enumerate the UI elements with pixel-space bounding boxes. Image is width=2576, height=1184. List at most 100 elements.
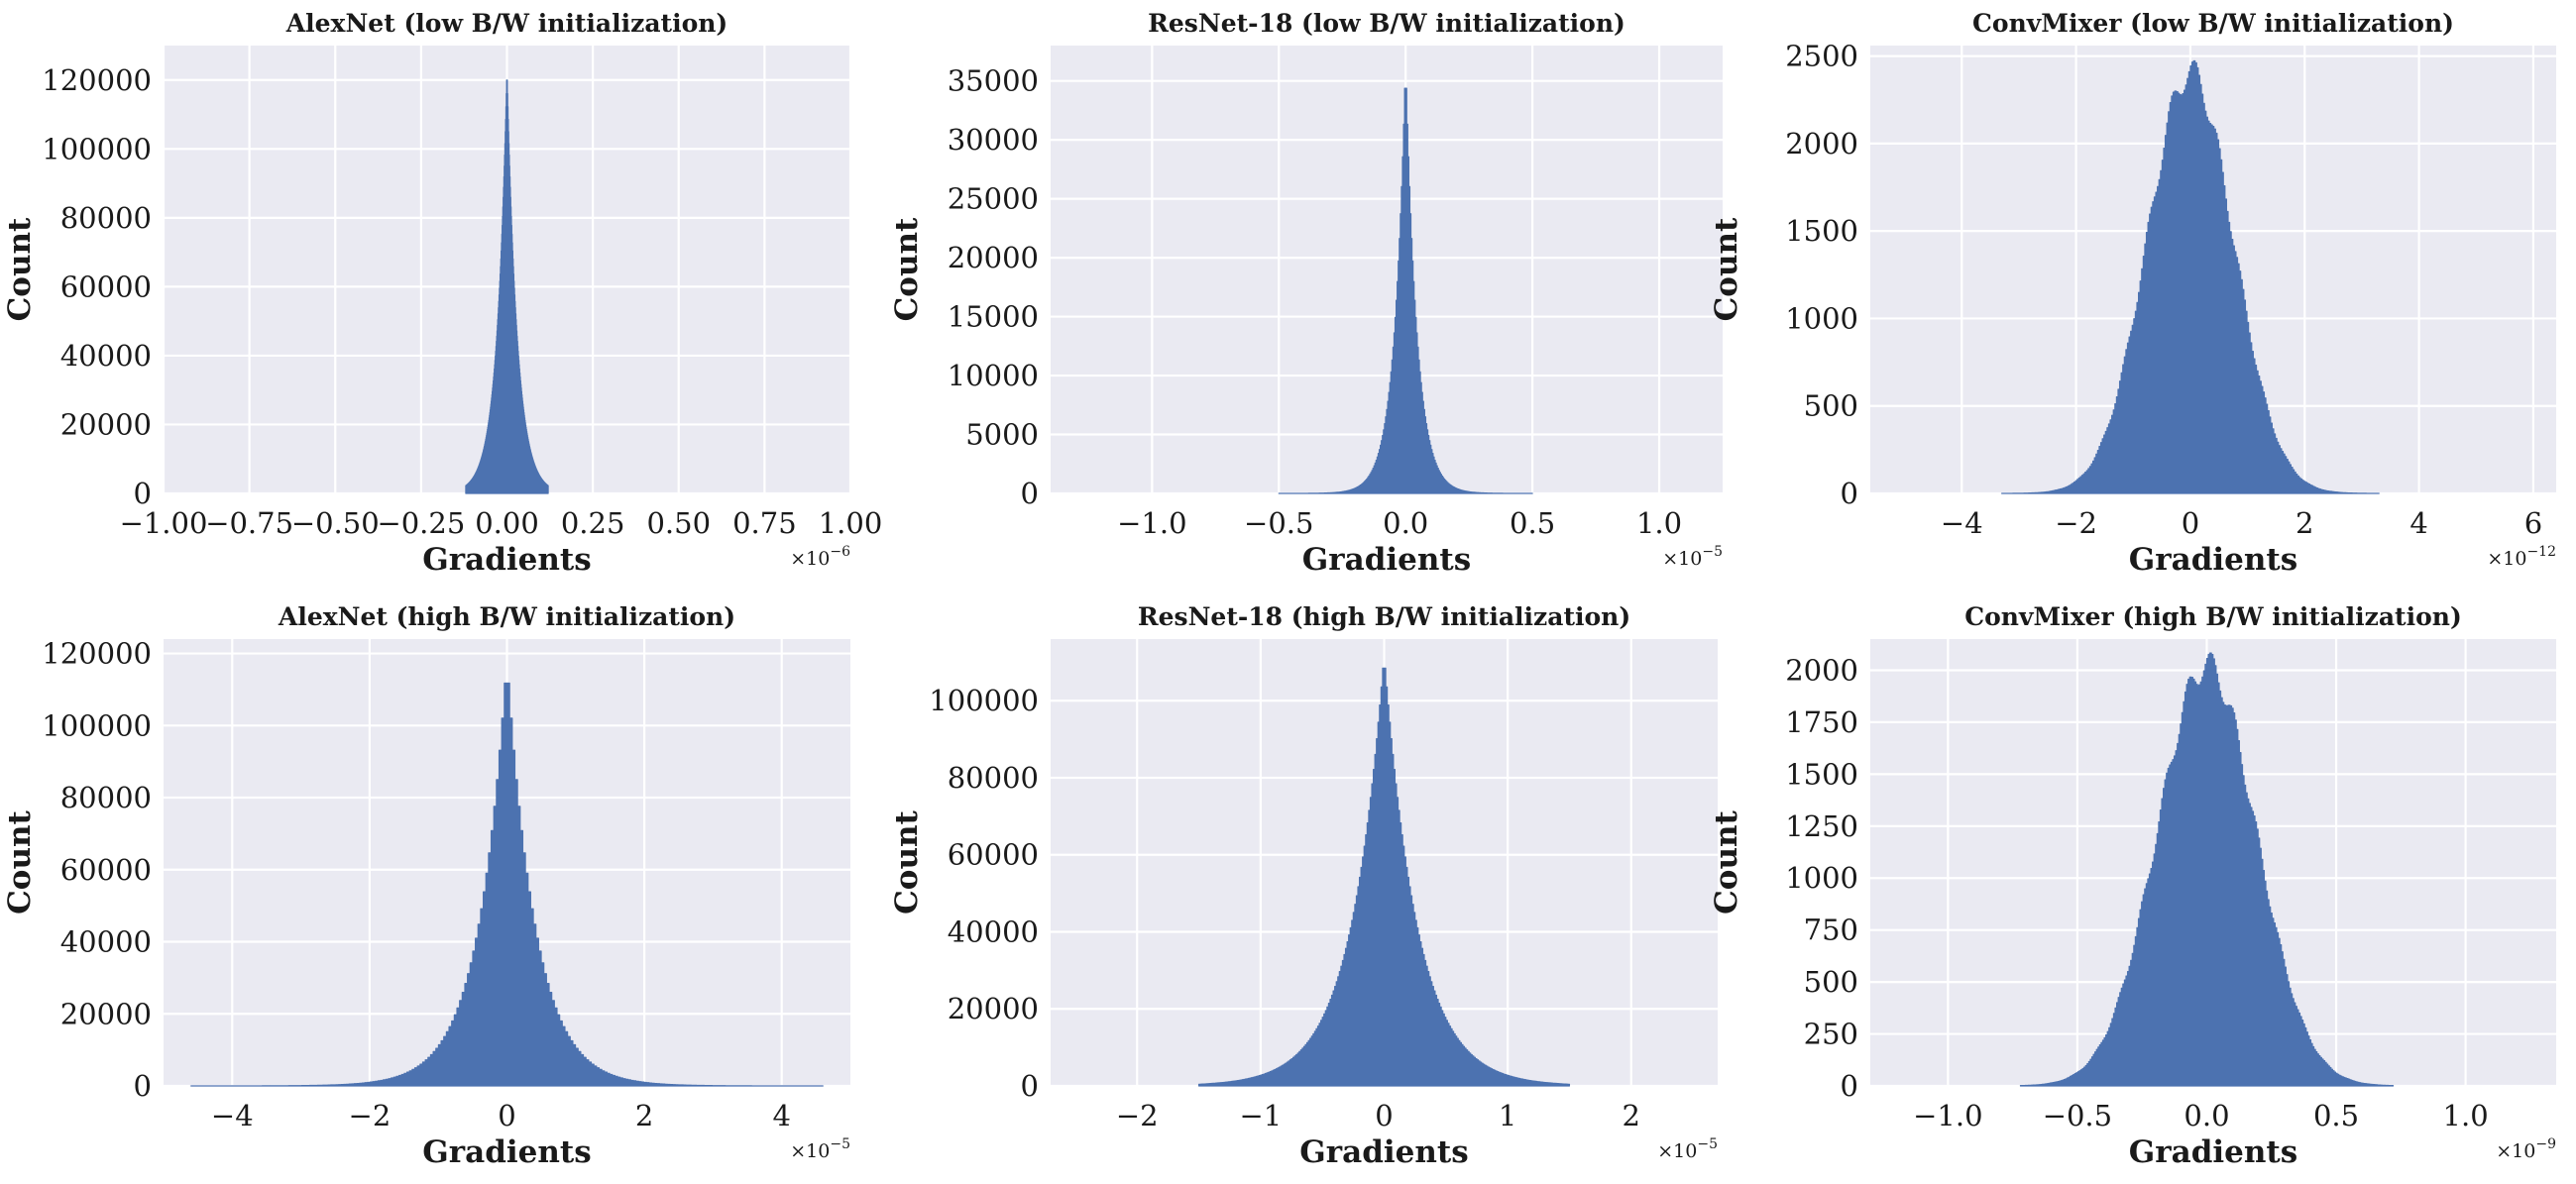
x-tick-label: 1.0 [1636, 506, 1682, 540]
x-tick-label: 0.5 [1510, 506, 1555, 540]
x-tick-label: −0.25 [377, 506, 465, 540]
scale-mantissa: ×10 [2496, 1140, 2535, 1162]
panel-title: AlexNet (low B/W initialization) [285, 9, 728, 38]
y-axis-label: Count [2, 217, 38, 321]
histogram-panel-1: −1.00−0.75−0.50−0.25 0.00 0.25 0.50 0.75 1.00… [2, 9, 882, 578]
x-tick-label: 0 [1375, 1099, 1393, 1132]
y-axis-label: Count [1709, 217, 1744, 321]
x-tick-label: −1.0 [1913, 1099, 1982, 1132]
y-tick-label: 100000 [42, 708, 152, 742]
y-tick-label: 0 [1021, 477, 1039, 510]
y-tick-label: 40000 [948, 915, 1039, 948]
y-tick-label: 20000 [60, 997, 152, 1030]
x-tick-label: 6 [2524, 506, 2542, 540]
y-tick-label: 500 [1804, 965, 1858, 999]
panel-title: ResNet-18 (low B/W initialization) [1148, 9, 1625, 38]
x-tick-label: −0.5 [2043, 1099, 2112, 1132]
y-tick-label: 2000 [1785, 127, 1858, 161]
histogram-bars [1197, 667, 1571, 1087]
y-tick-label: 35000 [948, 64, 1039, 98]
y-tick-label: 30000 [948, 123, 1039, 157]
scale-mantissa: ×10 [1657, 1140, 1697, 1162]
y-tick-label: 10000 [948, 359, 1039, 392]
y-tick-label: 0 [1021, 1069, 1039, 1103]
histogram-panel-2: −1.0 −0.5 0.0 0.5 1.0 0 5000 10000 15000 20000 250… [889, 9, 1723, 578]
scale-mantissa: ×10 [1662, 548, 1702, 570]
histogram-bars [2019, 652, 2395, 1087]
y-axis-label: Count [2, 809, 38, 914]
panel-title: AlexNet (high B/W initialization) [278, 602, 735, 631]
y-tick-label: 120000 [42, 63, 152, 97]
scale-exponent: −12 [2526, 544, 2556, 560]
scale-exponent: −9 [2535, 1136, 2556, 1152]
y-tick-label: 250 [1804, 1018, 1858, 1051]
x-axis-scale-offset: ×10−5 [790, 1136, 850, 1162]
y-tick-label: 500 [1804, 389, 1858, 423]
y-tick-label: 80000 [948, 761, 1039, 795]
x-tick-label: −2 [349, 1099, 392, 1132]
y-axis-label: Count [1709, 809, 1744, 914]
panel-title: ConvMixer (high B/W initialization) [1964, 602, 2462, 631]
histogram-bars [190, 682, 824, 1087]
y-tick-label: 120000 [42, 637, 152, 671]
x-tick-label: 0.0 [1383, 506, 1428, 540]
x-tick-label: 1.00 [819, 506, 883, 540]
x-tick-label: −4 [211, 1099, 254, 1132]
y-tick-label: 100000 [42, 132, 152, 165]
x-tick-label: 4 [772, 1099, 790, 1132]
histogram-panel-3: −4 −2 0 2 4 6 0 500 1000 1500 2000 2500 ConvMixer (l… [1709, 9, 2556, 578]
y-tick-label: 5000 [965, 418, 1039, 452]
scale-mantissa: ×10 [2487, 548, 2526, 570]
y-tick-label: 750 [1804, 914, 1858, 947]
x-tick-label: −0.5 [1244, 506, 1313, 540]
histogram-bars [1278, 87, 1533, 494]
y-tick-label: 0 [134, 1069, 152, 1103]
y-tick-label: 60000 [60, 269, 152, 303]
x-tick-label: 0 [2182, 506, 2199, 540]
y-tick-label: 1500 [1785, 757, 1858, 791]
y-tick-label: 80000 [60, 201, 152, 235]
y-tick-label: 2000 [1785, 653, 1858, 687]
x-tick-label: 0.50 [646, 506, 711, 540]
y-tick-label: 1000 [1785, 301, 1858, 335]
y-tick-label: 1500 [1785, 214, 1858, 248]
x-tick-label: −0.75 [205, 506, 293, 540]
x-tick-label: −4 [1941, 506, 1983, 540]
x-tick-label: −1 [1239, 1099, 1282, 1132]
x-tick-label: −0.50 [291, 506, 380, 540]
x-tick-label: 1 [1499, 1099, 1516, 1132]
x-axis-scale-offset: ×10−6 [790, 544, 850, 570]
x-tick-label: −1.00 [120, 506, 208, 540]
x-axis-label: Gradients [1299, 1134, 1468, 1170]
y-tick-label: 15000 [948, 300, 1039, 334]
y-tick-label: 0 [1841, 1069, 1858, 1103]
x-tick-label: 2 [635, 1099, 653, 1132]
scale-exponent: −5 [830, 1136, 850, 1152]
x-axis-scale-offset: ×10−9 [2496, 1136, 2556, 1162]
y-tick-label: 60000 [948, 838, 1039, 872]
y-tick-label: 40000 [60, 925, 152, 959]
x-axis-label: Gradients [2129, 542, 2297, 578]
y-tick-label: 60000 [60, 853, 152, 887]
scale-exponent: −5 [1697, 1136, 1718, 1152]
scale-mantissa: ×10 [790, 1140, 830, 1162]
histogram-panel-6: −1.0 −0.5 0.0 0.5 1.0 0 250 500 750 1000 1250 1500 1… [1709, 602, 2556, 1170]
y-tick-label: 40000 [60, 339, 152, 373]
x-axis-label: Gradients [422, 1134, 591, 1170]
x-tick-label: −1.0 [1117, 506, 1186, 540]
y-tick-label: 0 [1841, 477, 1858, 510]
histogram-panel-4: −4 −2 0 2 4 0 20000 40000 60000 80000 100000 120000… [2, 602, 850, 1170]
y-tick-label: 100000 [929, 684, 1039, 717]
x-tick-label: 4 [2409, 506, 2427, 540]
y-tick-label: 2500 [1785, 40, 1858, 73]
x-tick-label: −2 [1116, 1099, 1159, 1132]
x-tick-label: 0 [498, 1099, 515, 1132]
x-axis-label: Gradients [422, 542, 591, 578]
x-tick-label: 1.0 [2443, 1099, 2489, 1132]
y-tick-label: 1750 [1785, 705, 1858, 739]
scale-exponent: −6 [830, 544, 850, 560]
scale-mantissa: ×10 [790, 548, 830, 570]
x-tick-label: 0.0 [2184, 1099, 2229, 1132]
y-tick-label: 20000 [948, 241, 1039, 274]
